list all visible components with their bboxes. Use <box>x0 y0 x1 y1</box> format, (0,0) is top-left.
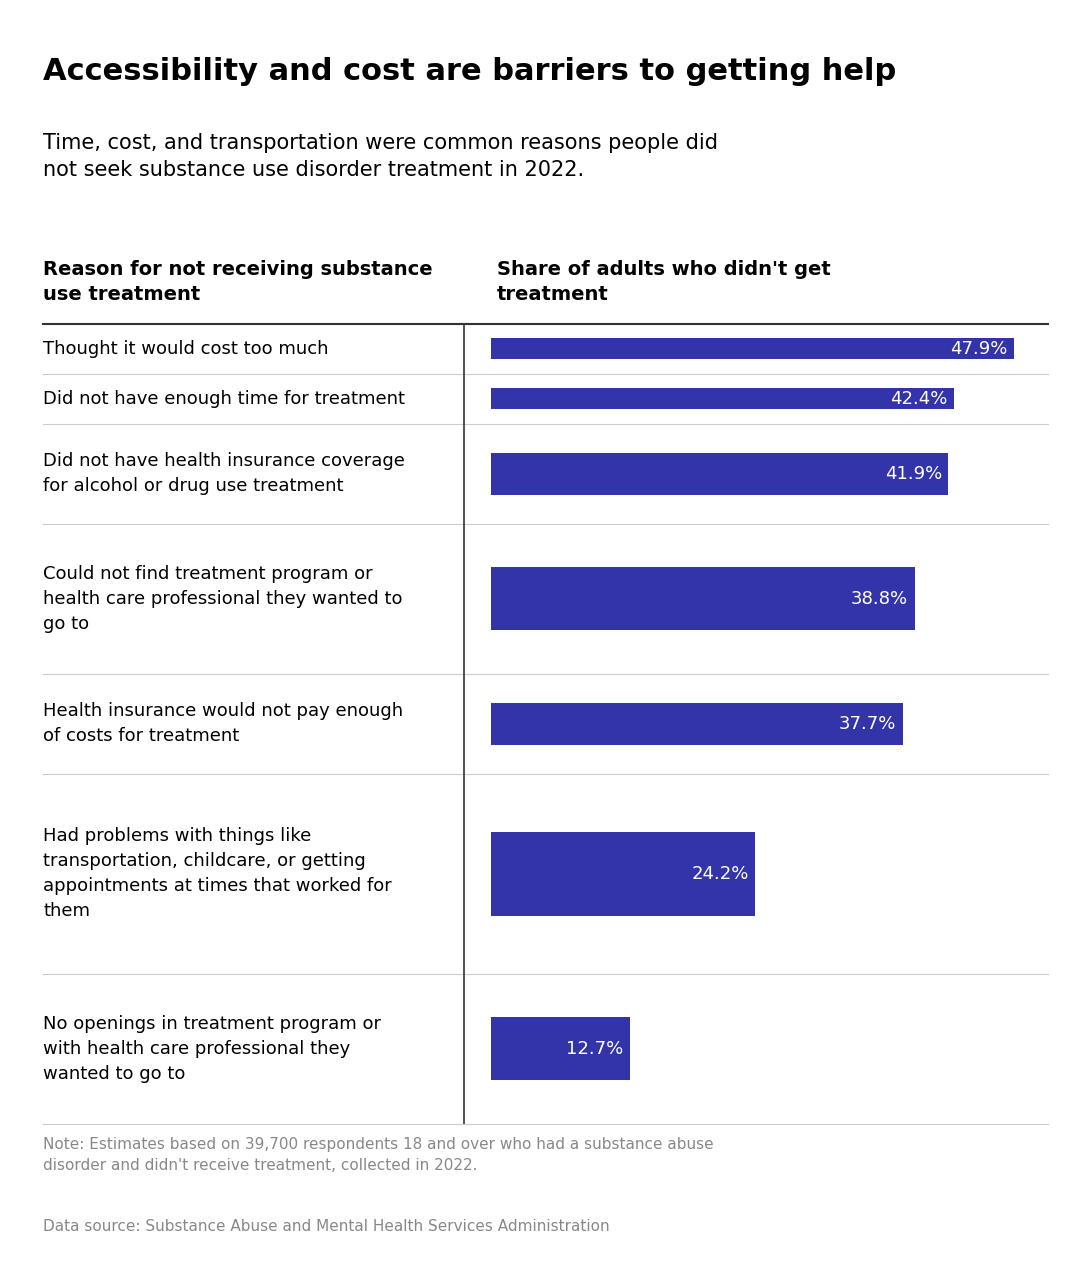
Text: 12.7%: 12.7% <box>566 1040 623 1058</box>
Bar <box>491 568 915 630</box>
Text: Time, cost, and transportation were common reasons people did
not seek substance: Time, cost, and transportation were comm… <box>43 133 718 180</box>
Text: Reason for not receiving substance
use treatment: Reason for not receiving substance use t… <box>43 260 433 305</box>
Bar <box>491 1017 630 1081</box>
Text: 41.9%: 41.9% <box>885 465 942 483</box>
Text: Had problems with things like
transportation, childcare, or getting
appointments: Had problems with things like transporta… <box>43 828 392 921</box>
Bar <box>491 338 1014 359</box>
Text: 42.4%: 42.4% <box>890 390 947 408</box>
Text: Data source: Substance Abuse and Mental Health Services Administration: Data source: Substance Abuse and Mental … <box>43 1219 610 1234</box>
Bar <box>491 389 954 409</box>
Text: 38.8%: 38.8% <box>851 589 908 608</box>
Text: 24.2%: 24.2% <box>691 865 748 883</box>
Text: Health insurance would not pay enough
of costs for treatment: Health insurance would not pay enough of… <box>43 702 403 745</box>
Text: 37.7%: 37.7% <box>839 715 896 733</box>
Text: Did not have health insurance coverage
for alcohol or drug use treatment: Did not have health insurance coverage f… <box>43 452 405 495</box>
Bar <box>491 832 755 916</box>
Text: Could not find treatment program or
health care professional they wanted to
go t: Could not find treatment program or heal… <box>43 565 403 632</box>
Bar <box>491 702 903 745</box>
Text: Accessibility and cost are barriers to getting help: Accessibility and cost are barriers to g… <box>43 57 896 86</box>
Text: Did not have enough time for treatment: Did not have enough time for treatment <box>43 390 405 408</box>
Bar <box>491 453 948 495</box>
Text: No openings in treatment program or
with health care professional they
wanted to: No openings in treatment program or with… <box>43 1015 381 1083</box>
Text: 47.9%: 47.9% <box>950 340 1008 358</box>
Text: Thought it would cost too much: Thought it would cost too much <box>43 340 328 358</box>
Text: Share of adults who didn't get
treatment: Share of adults who didn't get treatment <box>497 260 831 305</box>
Text: Note: Estimates based on 39,700 respondents 18 and over who had a substance abus: Note: Estimates based on 39,700 responde… <box>43 1137 714 1172</box>
